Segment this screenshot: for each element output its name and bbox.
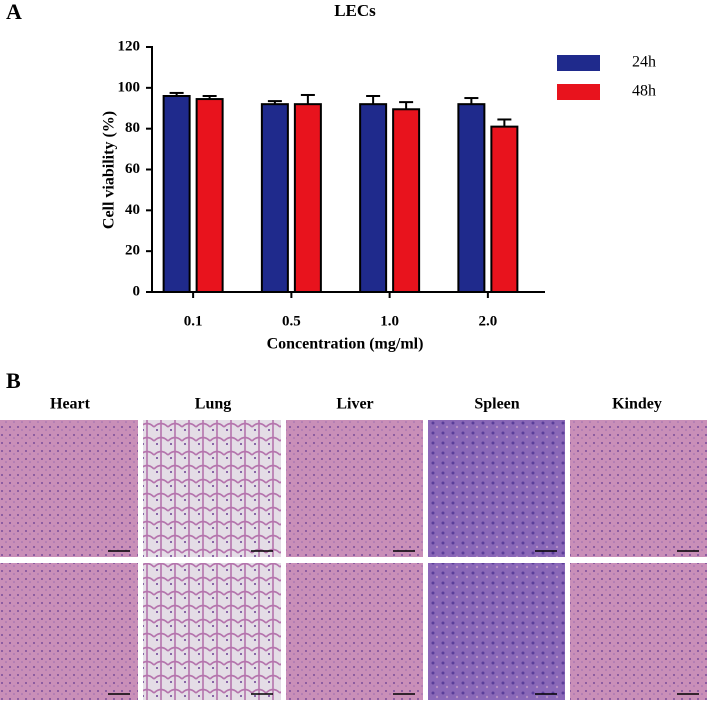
legend-swatch <box>557 55 600 71</box>
kidney-image <box>570 563 707 700</box>
liver-image <box>286 420 423 557</box>
histology-panels <box>0 420 707 700</box>
y-tick-label: 80 <box>125 120 140 136</box>
heart-image <box>0 420 138 557</box>
organ-label: Liver <box>336 396 373 413</box>
legend-label: 48h <box>632 83 656 100</box>
bar <box>392 108 421 294</box>
organ-label: Spleen <box>474 396 519 413</box>
bar <box>195 98 224 293</box>
y-tick-label: 120 <box>118 38 141 54</box>
bar <box>490 125 519 293</box>
y-tick-label: 100 <box>118 79 141 95</box>
legend-label: 24h <box>632 54 656 71</box>
x-tick-label: 0.5 <box>282 313 301 329</box>
organ-label: Kindey <box>612 396 662 413</box>
chart-title: LECs <box>334 1 376 20</box>
lung-image <box>143 420 281 557</box>
y-axis-label: Cell viability (%) <box>101 111 118 229</box>
spleen-image <box>428 420 565 557</box>
x-tick-label: 2.0 <box>479 313 498 329</box>
kidney-image <box>570 420 707 557</box>
bar <box>162 95 191 293</box>
y-tick-label: 60 <box>125 161 140 177</box>
scale-bars <box>108 550 699 695</box>
spleen-image <box>428 563 565 700</box>
heart-image <box>0 563 138 700</box>
legend-swatch <box>557 84 600 100</box>
y-tick-label: 20 <box>125 243 140 259</box>
y-tick-label: 0 <box>133 283 141 299</box>
x-tick-label: 1.0 <box>380 313 399 329</box>
bar <box>457 103 486 293</box>
liver-image <box>286 563 423 700</box>
organ-label: Heart <box>50 396 91 413</box>
panel-label: A <box>6 0 22 24</box>
organ-label: Lung <box>195 396 231 413</box>
x-axis-label: Concentration (mg/ml) <box>267 336 424 353</box>
lung-image <box>143 563 281 700</box>
y-tick-label: 40 <box>125 202 140 218</box>
bar <box>359 103 388 293</box>
x-tick-label: 0.1 <box>184 313 203 329</box>
bar <box>293 103 322 293</box>
bar <box>260 103 289 293</box>
panel-label: B <box>6 368 21 393</box>
